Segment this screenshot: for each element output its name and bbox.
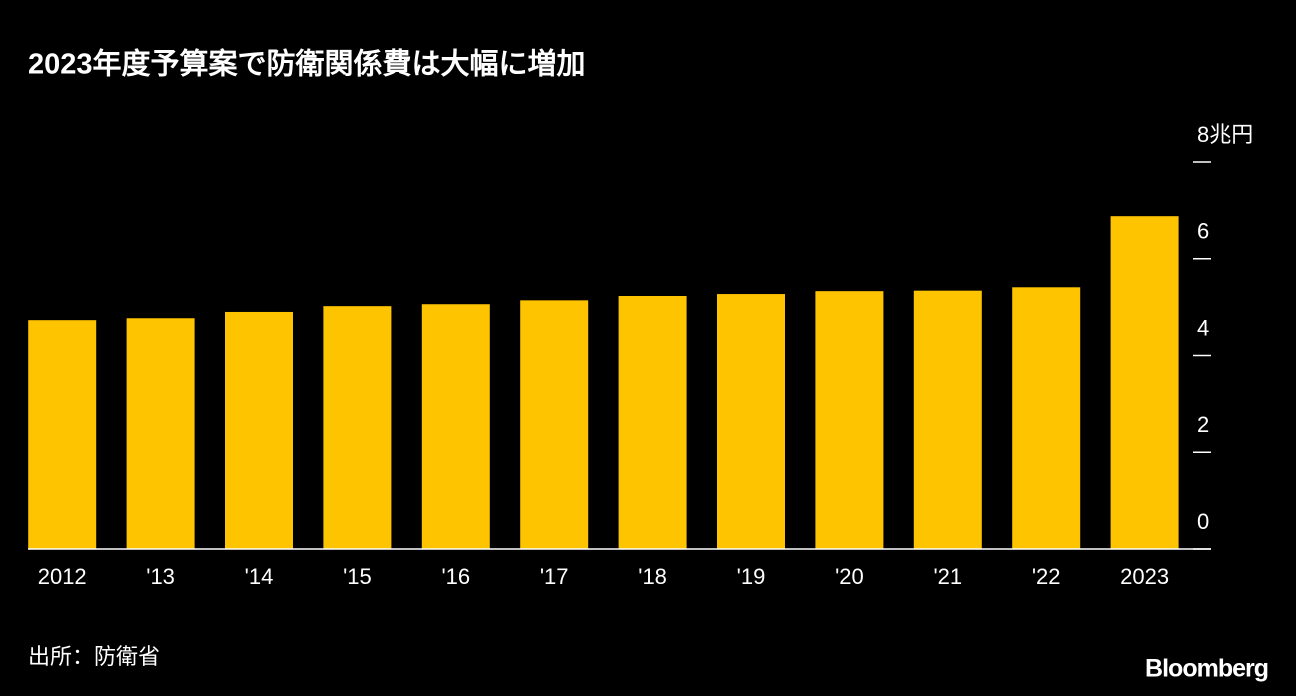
x-tick-label: 2012 xyxy=(38,564,87,589)
bar xyxy=(913,290,982,549)
bar xyxy=(717,294,785,549)
y-tick-label: 6 xyxy=(1197,219,1209,244)
y-tick-label: 2 xyxy=(1197,412,1209,437)
x-tick-label: '21 xyxy=(933,564,962,589)
bar xyxy=(28,320,97,549)
bar xyxy=(520,300,589,549)
bar xyxy=(225,311,293,549)
bar xyxy=(421,304,490,549)
brand-logo: Bloomberg xyxy=(1145,655,1268,683)
x-tick-label: '13 xyxy=(146,564,175,589)
x-tick-label: '14 xyxy=(245,564,274,589)
x-tick-label: '18 xyxy=(638,564,667,589)
chart-title: 2023年度予算案で防衛関係費は大幅に増加 xyxy=(28,47,586,81)
bar xyxy=(1012,287,1081,549)
bar xyxy=(126,318,195,549)
bar xyxy=(815,291,884,549)
x-tick-label: '17 xyxy=(540,564,569,589)
y-tick-label: 8兆円 xyxy=(1197,122,1253,147)
source-note: 出所：防衛省 xyxy=(28,644,160,669)
x-tick-label: '22 xyxy=(1032,564,1061,589)
x-tick-label: '20 xyxy=(835,564,864,589)
y-tick-label: 0 xyxy=(1197,509,1209,534)
x-tick-label: '15 xyxy=(343,564,372,589)
x-tick-label: '16 xyxy=(441,564,470,589)
x-tick-label: 2023 xyxy=(1120,564,1169,589)
bar xyxy=(1110,216,1179,549)
y-tick-label: 4 xyxy=(1197,315,1209,340)
bar xyxy=(323,306,392,549)
bar xyxy=(618,295,687,549)
x-tick-label: '19 xyxy=(737,564,766,589)
